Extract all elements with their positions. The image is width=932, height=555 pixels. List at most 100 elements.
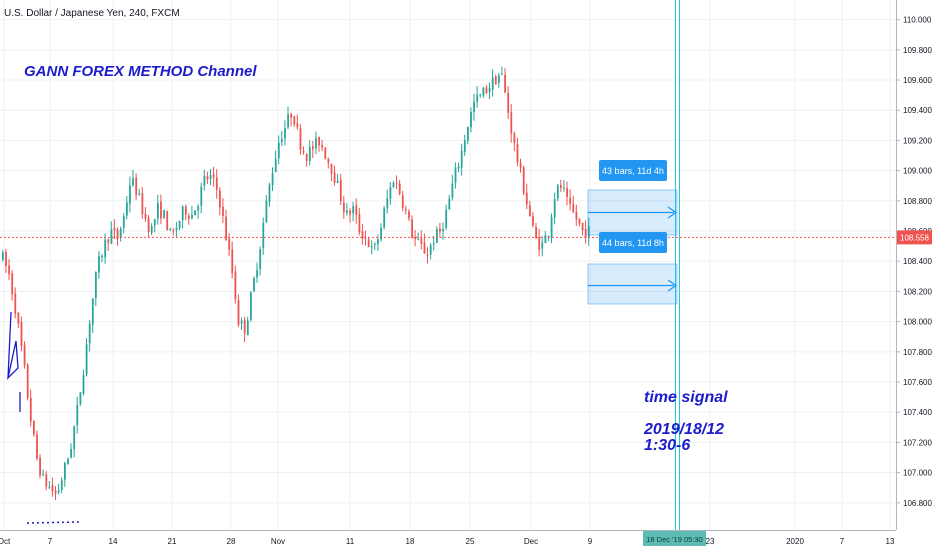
candle-up [209,175,212,180]
candle-up [126,202,128,216]
candle-down [569,197,572,204]
price-axis[interactable]: 110.000 109.800 109.600 109.400 109.200 109.0… [896,16,932,508]
candle-down [172,230,175,232]
candle-up [250,292,252,320]
candle-up [76,404,79,426]
time-axis[interactable]: Oct 7 14 21 28 Nov 11 18 25 Dec 9 23 2020 7 13 [0,537,895,546]
candle-down [141,193,144,214]
candle-down [23,344,26,366]
candle-up [175,227,178,230]
last-price-value: 108.558 [900,233,929,242]
candle-up [491,77,494,90]
candle-up [95,271,97,298]
candle-up [488,88,491,93]
candle-up [392,182,395,188]
candle-up [470,111,472,128]
candle-down [160,201,162,219]
time-signal-label: time signal [644,389,728,406]
candle-up [454,167,457,184]
candle-down [51,485,54,492]
price-tick-label: 108.400 [903,257,932,266]
candle-down [411,219,413,238]
candle-up [262,222,265,249]
candle-down [426,254,429,256]
time-tick-label: 28 [227,537,236,546]
candle-up [417,238,420,240]
price-tick-label: 109.800 [903,46,932,55]
date-range-upper-label-box [599,160,667,181]
candle-down [293,116,296,125]
last-price-tag: 108.558 [897,230,932,245]
candle-up [476,94,479,102]
date-range-upper-label: 43 bars, 11d 4h [602,166,664,176]
candle-up [460,150,463,168]
candle-down [20,322,23,347]
candle-down [234,271,237,300]
candle-up [203,175,206,186]
time-tick-label: Oct [0,537,11,546]
price-tick-label: 107.600 [903,378,932,387]
candle-down [166,211,169,231]
candle-up [259,249,262,270]
candle-down [575,211,578,220]
candle-up [265,200,268,223]
candle-down [219,190,221,208]
candle-up [194,210,196,216]
candle-down [361,231,364,239]
candle-up [119,228,122,238]
candle-down [225,216,227,240]
candle-down [299,128,302,150]
candle-up [352,206,355,214]
price-tick-label: 107.800 [903,348,932,357]
candle-up [550,216,553,238]
candle-down [485,87,488,93]
time-tick-label: 7 [840,537,845,546]
candle-down [507,93,510,113]
candle-down [367,239,370,248]
date-range-lower-label-box [599,232,667,253]
triangle-drawing [6,340,19,381]
candle-down [339,179,342,202]
candle-up [463,140,466,153]
candle-down [516,144,519,163]
date-range-upper[interactable]: 43 bars, 11d 4h [587,160,678,236]
candle-down [26,364,29,398]
candle-up [2,252,4,260]
candle-down [206,176,209,180]
candle-down [584,228,587,238]
candles [2,66,590,500]
candle-down [144,213,147,219]
candle-down [572,203,575,212]
time-axis-marker-label: 18 Dec '19 05:30 [646,535,702,544]
candle-down [107,239,110,243]
candle-up [553,199,556,218]
symbol-title: U.S. Dollar / Japanese Yen, 240, FXCM [4,8,180,19]
candle-down [525,192,528,205]
candle-down [290,113,293,118]
candle-down [519,162,522,168]
price-tick-label: 109.000 [903,167,932,176]
candle-up [383,208,386,228]
candle-down [395,183,398,185]
price-tick-label: 109.400 [903,106,932,115]
candle-up [374,244,376,246]
candle-down [296,123,299,128]
candle-down [423,242,426,254]
date-range-lower[interactable]: 44 bars, 11d 8h [587,232,678,305]
candle-up [467,127,469,141]
candle-up [274,158,277,173]
candle-down [212,174,215,178]
candle-down [510,112,513,134]
candle-down [504,75,506,93]
candle-down [302,150,305,153]
candle-up [556,185,559,199]
candle-down [36,434,38,459]
candle-up [150,225,153,233]
time-tick-label: 11 [346,537,355,546]
time-tick-label: 13 [886,537,895,546]
candle-up [442,228,444,231]
candle-down [330,163,333,174]
candle-down [532,216,534,226]
